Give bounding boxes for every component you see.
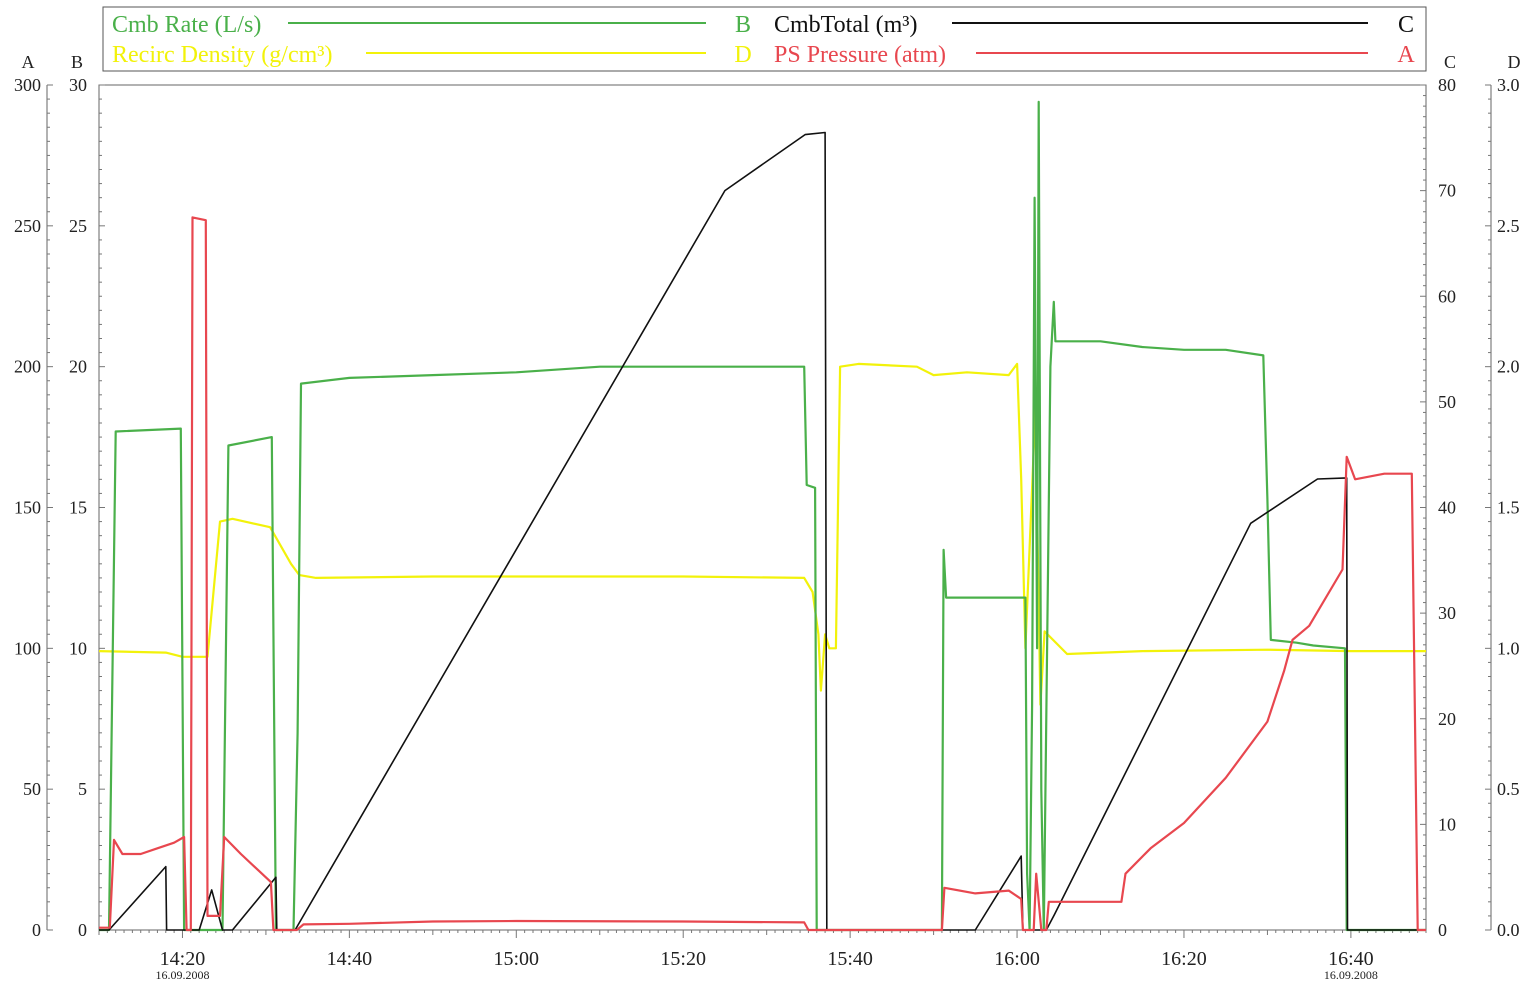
tick-label-c: 60 xyxy=(1438,286,1456,306)
tick-label-a: 0 xyxy=(32,920,41,940)
x-tick-date: 16.09.2008 xyxy=(1324,968,1378,982)
tick-label-a: 50 xyxy=(23,779,41,799)
tick-label-a: 250 xyxy=(14,216,41,236)
axis-letter-a: A xyxy=(22,52,35,72)
axis-letter-d: D xyxy=(1508,52,1521,72)
tick-label-c: 70 xyxy=(1438,181,1456,201)
legend-box xyxy=(102,6,1427,72)
x-tick-label: 14:40 xyxy=(327,948,373,970)
tick-label-b: 10 xyxy=(69,638,87,658)
tick-label-a: 300 xyxy=(14,75,41,95)
x-tick-label: 14:20 xyxy=(160,948,206,970)
legend-label-b: Cmb Rate (L/s) xyxy=(112,12,261,38)
series-line-b xyxy=(99,100,1426,932)
x-tick-label: 15:00 xyxy=(494,948,540,970)
tick-label-c: 0 xyxy=(1438,920,1447,940)
x-tick-label: 16:00 xyxy=(994,948,1040,970)
tick-label-c: 40 xyxy=(1438,498,1456,518)
x-tick-label: 16:20 xyxy=(1161,948,1207,970)
series-line-c xyxy=(99,131,1426,931)
tick-label-d: 2.5 xyxy=(1497,216,1520,236)
tick-label-a: 200 xyxy=(14,357,41,377)
series-layer xyxy=(98,100,1426,932)
tick-label-d: 0.5 xyxy=(1497,779,1520,799)
tick-label-c: 20 xyxy=(1438,709,1456,729)
legend-axis-letter-a: A xyxy=(1397,42,1415,68)
plot-frame xyxy=(98,84,1427,931)
legend-label-a: PS Pressure (atm) xyxy=(774,42,946,68)
tick-label-b: 20 xyxy=(69,357,87,377)
tick-label-b: 25 xyxy=(69,216,87,236)
legend-axis-letter-b: B xyxy=(735,12,751,38)
tick-label-a: 100 xyxy=(14,638,41,658)
tick-label-b: 5 xyxy=(78,779,87,799)
tick-label-d: 3.0 xyxy=(1497,75,1520,95)
tick-label-c: 30 xyxy=(1438,603,1456,623)
axes: A 0 50 100 150 200 250 300 B 0 5 10 15 20 25 30 C 0 10 20 30… xyxy=(14,52,1521,982)
tick-label-b: 15 xyxy=(69,498,87,518)
x-tick-label: 16:40 xyxy=(1328,948,1374,970)
x-tick-date: 16.09.2008 xyxy=(155,968,209,982)
legend-label-c: CmbTotal (m³) xyxy=(774,12,918,38)
legend-axis-letter-c: C xyxy=(1398,12,1414,38)
tick-label-c: 80 xyxy=(1438,75,1456,95)
axis-letter-c: C xyxy=(1444,52,1456,72)
tick-label-d: 2.0 xyxy=(1497,357,1520,377)
x-tick-label: 15:40 xyxy=(827,948,873,970)
legend-axis-letter-d: D xyxy=(734,42,751,68)
series-line-a xyxy=(99,216,1426,932)
legend-label-d: Recirc Density (g/cm³) xyxy=(112,42,332,68)
tick-label-c: 10 xyxy=(1438,814,1456,834)
tick-label-d: 1.5 xyxy=(1497,498,1520,518)
tick-label-d: 0.0 xyxy=(1497,920,1520,940)
tick-label-b: 30 xyxy=(69,75,87,95)
tick-label-c: 50 xyxy=(1438,392,1456,412)
tick-label-d: 1.0 xyxy=(1497,638,1520,658)
tick-label-a: 150 xyxy=(14,498,41,518)
tick-label-b: 0 xyxy=(78,920,87,940)
axis-letter-b: B xyxy=(71,52,83,72)
legend: Cmb Rate (L/s) B CmbTotal (m³) C Recirc Dens… xyxy=(112,12,1415,68)
x-tick-label: 15:20 xyxy=(660,948,706,970)
